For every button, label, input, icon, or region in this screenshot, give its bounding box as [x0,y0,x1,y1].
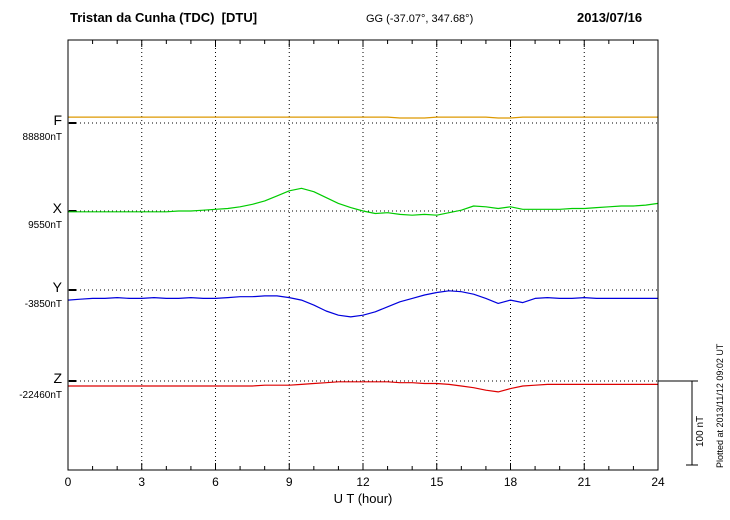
x-tick-label: 18 [504,475,518,489]
scalebar-label: 100 nT [695,416,706,447]
x-tick-label: 0 [65,475,72,489]
x-tick-label: 3 [138,475,145,489]
series-label-Z: Z [53,370,62,386]
x-axis-title: U T (hour) [333,491,393,506]
plot-title: Tristan da Cunha (TDC) [DTU] [70,10,258,25]
x-tick-label: 9 [286,475,293,489]
trace-Y [67,290,658,318]
trace-F [68,116,658,119]
x-tick-label: 21 [578,475,592,489]
series-label-X: X [53,200,63,216]
series-baseline-value-Z: -22460nT [19,390,62,401]
x-tick-label: 24 [651,475,665,489]
trace-X [68,187,659,216]
series-baseline-value-X: 9550nT [28,220,62,231]
plotted-at-note: Plotted at 2013/11/12 09:02 UT [715,343,725,468]
x-tick-label: 6 [212,475,219,489]
x-tick-label: 15 [430,475,444,489]
station-coordinates: GG (-37.07°, 347.68°) [366,13,474,25]
x-tick-label: 12 [356,475,370,489]
series-baseline-value-Y: -3850nT [25,299,62,310]
series-baseline-value-F: 88880nT [23,132,62,143]
series-label-F: F [53,112,62,128]
series-label-Y: Y [53,279,63,295]
trace-Z [68,381,658,393]
plot-date: 2013/07/16 [577,10,643,25]
